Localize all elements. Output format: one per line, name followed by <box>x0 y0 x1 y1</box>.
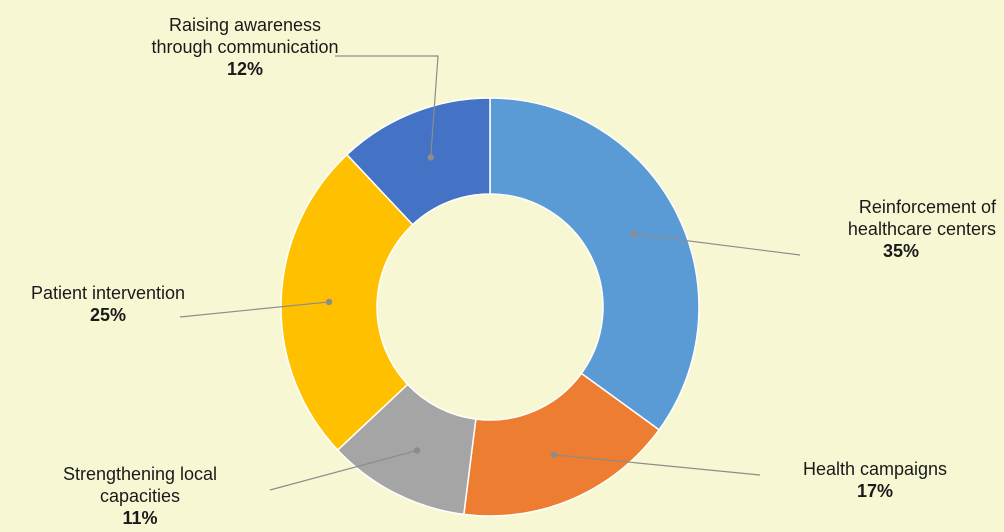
slice-reinforcement <box>489 97 700 431</box>
leader-line-strengthening <box>269 449 418 491</box>
slice-patient-intervention <box>280 153 414 452</box>
slice-raising-awareness <box>345 97 491 226</box>
leader-line-health-campaigns <box>553 454 761 476</box>
leader-line-reinforcement <box>633 233 801 256</box>
slice-health-campaigns <box>462 372 661 517</box>
leader-dot-raising-awareness <box>427 154 434 161</box>
leader-dot-strengthening <box>413 447 421 454</box>
leader-line-raising-awareness <box>335 55 439 158</box>
leader-dot-health-campaigns <box>550 451 558 458</box>
slice-label-strengthening: Strengthening local capacities 11% <box>62 464 218 528</box>
leader-line-patient-intervention <box>179 301 330 318</box>
leader-dot-reinforcement <box>630 230 637 238</box>
slice-label-raising-awareness: Raising awareness through communication … <box>151 15 339 79</box>
slice-label-health-campaigns: Health campaigns 17% <box>802 459 948 501</box>
slice-label-patient-intervention: Patient intervention 25% <box>30 283 186 325</box>
leader-dot-patient-intervention <box>325 298 333 306</box>
slice-label-reinforcement: Reinforcement of healthcare centers 35% <box>847 197 996 261</box>
